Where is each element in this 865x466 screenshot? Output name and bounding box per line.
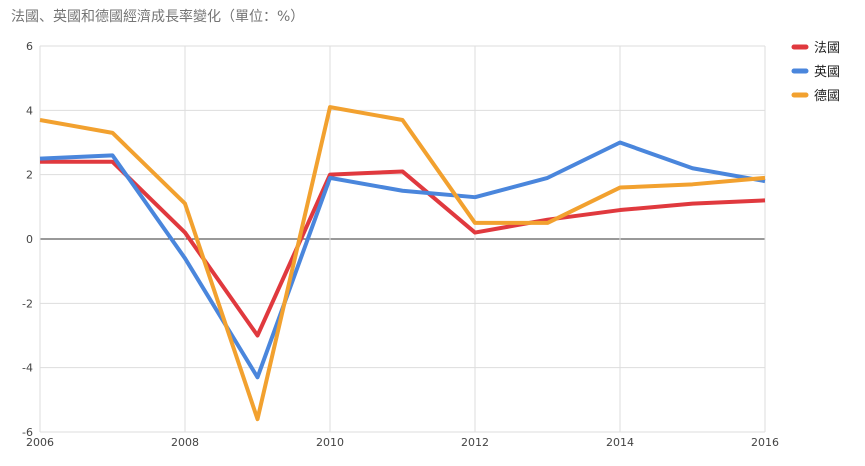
y-tick-label: -4 (22, 362, 33, 375)
x-axis-ticks: 2006 2008 2010 2012 2014 2016 (26, 436, 779, 449)
x-tick-label: 2006 (26, 436, 54, 449)
y-tick-label: 4 (26, 104, 33, 117)
y-tick-label: 6 (26, 40, 33, 53)
y-axis-ticks: 6 4 2 0 -2 -4 -6 (22, 40, 33, 439)
series-line-2[interactable] (39, 140, 766, 380)
x-tick-label: 2012 (461, 436, 489, 449)
series-line-1[interactable] (40, 159, 766, 338)
legend-label: 德國 (814, 89, 840, 104)
y-tick-label: -2 (22, 297, 33, 310)
legend-label: 法國 (814, 41, 840, 56)
series-lines (39, 105, 766, 422)
y-tick-label: 2 (26, 169, 33, 182)
legend-item-1[interactable]: 法國 (791, 41, 840, 56)
x-tick-label: 2010 (316, 436, 344, 449)
x-tick-label: 2008 (171, 436, 199, 449)
y-tick-label: 0 (26, 233, 33, 246)
grid-lines (39, 45, 766, 433)
legend-item-3[interactable]: 德國 (791, 89, 840, 104)
x-tick-label: 2014 (606, 436, 634, 449)
legend-label: 英國 (814, 65, 840, 80)
legend-item-2[interactable]: 英國 (791, 65, 840, 80)
series-line-3[interactable] (39, 105, 766, 422)
x-tick-label: 2016 (751, 436, 779, 449)
chart-title: 法國、英國和德國經濟成長率變化（單位：%） (11, 9, 305, 25)
y-tick-label: -6 (22, 426, 33, 439)
